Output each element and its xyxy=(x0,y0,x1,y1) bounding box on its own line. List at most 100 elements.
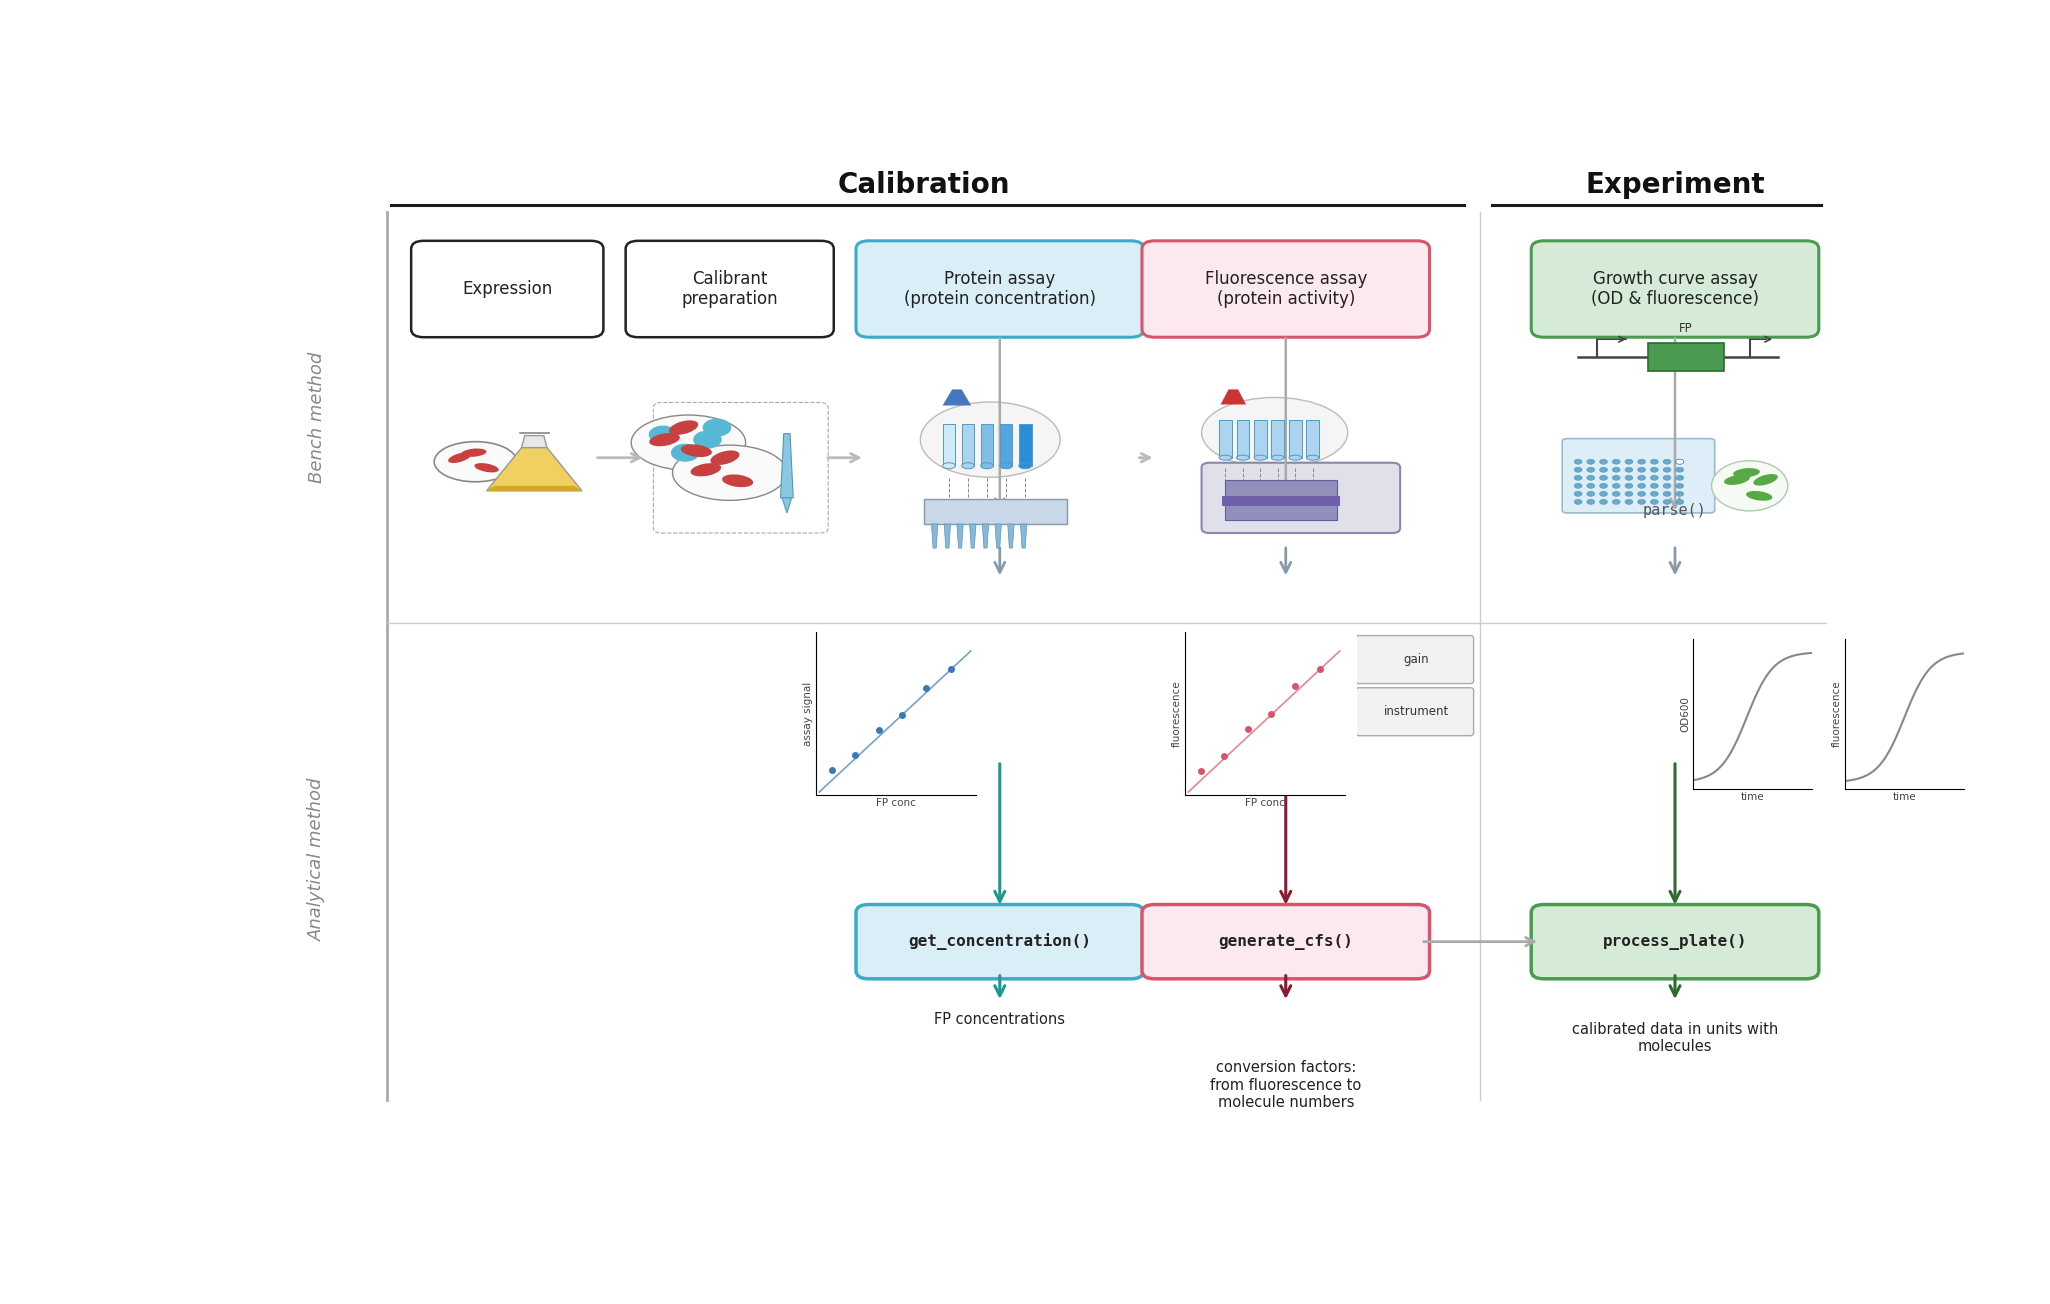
Bar xyxy=(922,499,1066,524)
Ellipse shape xyxy=(1712,460,1788,511)
Text: Calibrant
preparation: Calibrant preparation xyxy=(681,270,779,309)
Circle shape xyxy=(1574,499,1583,505)
Bar xyxy=(1255,420,1267,458)
Text: Expression: Expression xyxy=(461,280,551,299)
Circle shape xyxy=(1650,492,1658,497)
Circle shape xyxy=(1638,467,1646,472)
Point xyxy=(1304,659,1337,679)
Circle shape xyxy=(703,419,732,437)
Circle shape xyxy=(1587,467,1595,472)
Polygon shape xyxy=(486,447,582,490)
Point xyxy=(816,760,849,781)
Ellipse shape xyxy=(435,442,517,481)
Circle shape xyxy=(1626,499,1634,505)
Ellipse shape xyxy=(1220,455,1232,460)
Ellipse shape xyxy=(691,463,722,476)
Text: process_plate(): process_plate() xyxy=(1603,934,1747,949)
Text: Experiment: Experiment xyxy=(1585,171,1765,198)
Circle shape xyxy=(1587,459,1595,464)
Polygon shape xyxy=(1021,524,1027,548)
Circle shape xyxy=(1675,459,1683,464)
X-axis label: time: time xyxy=(1740,792,1765,802)
Circle shape xyxy=(1587,484,1595,488)
X-axis label: FP conc: FP conc xyxy=(1244,798,1285,808)
Ellipse shape xyxy=(1255,455,1267,460)
Ellipse shape xyxy=(474,463,498,472)
Circle shape xyxy=(1574,492,1583,497)
Polygon shape xyxy=(521,436,547,447)
FancyBboxPatch shape xyxy=(412,241,603,338)
Ellipse shape xyxy=(943,463,955,468)
FancyBboxPatch shape xyxy=(1531,905,1818,979)
Bar xyxy=(1648,343,1724,372)
Ellipse shape xyxy=(1753,473,1777,485)
Text: generate_cfs(): generate_cfs() xyxy=(1218,934,1353,949)
Ellipse shape xyxy=(668,420,699,434)
Circle shape xyxy=(1611,484,1620,488)
Circle shape xyxy=(1574,475,1583,480)
Circle shape xyxy=(1663,499,1671,505)
Text: Fluorescence assay
(protein activity): Fluorescence assay (protein activity) xyxy=(1205,270,1367,309)
Text: parse(): parse() xyxy=(968,503,1031,518)
Circle shape xyxy=(1611,492,1620,497)
Point xyxy=(935,659,968,679)
Circle shape xyxy=(1638,459,1646,464)
Circle shape xyxy=(1599,467,1607,472)
Ellipse shape xyxy=(920,402,1060,477)
Circle shape xyxy=(1638,499,1646,505)
Point xyxy=(1232,719,1265,739)
FancyBboxPatch shape xyxy=(1142,905,1429,979)
Ellipse shape xyxy=(461,449,486,456)
Circle shape xyxy=(1626,492,1634,497)
Circle shape xyxy=(1626,484,1634,488)
Circle shape xyxy=(1663,467,1671,472)
Circle shape xyxy=(648,425,676,443)
Point xyxy=(1185,760,1218,781)
Circle shape xyxy=(1599,484,1607,488)
Point xyxy=(863,720,896,741)
Ellipse shape xyxy=(1271,455,1283,460)
Y-axis label: assay signal: assay signal xyxy=(804,682,814,746)
Point xyxy=(1255,703,1287,724)
FancyBboxPatch shape xyxy=(857,905,1144,979)
Bar xyxy=(943,424,955,466)
Circle shape xyxy=(1626,467,1634,472)
Circle shape xyxy=(1675,467,1683,472)
Polygon shape xyxy=(957,524,963,548)
FancyBboxPatch shape xyxy=(625,241,834,338)
Point xyxy=(910,677,943,698)
Ellipse shape xyxy=(672,445,787,501)
Circle shape xyxy=(1638,475,1646,480)
Circle shape xyxy=(1663,492,1671,497)
Circle shape xyxy=(1574,484,1583,488)
Ellipse shape xyxy=(1201,398,1347,468)
Polygon shape xyxy=(945,524,951,548)
Circle shape xyxy=(1675,475,1683,480)
Y-axis label: fluorescence: fluorescence xyxy=(1173,681,1183,747)
Polygon shape xyxy=(486,486,582,490)
Point xyxy=(886,704,918,725)
Bar xyxy=(1000,424,1013,466)
Circle shape xyxy=(1650,475,1658,480)
Circle shape xyxy=(1675,492,1683,497)
Ellipse shape xyxy=(449,452,472,463)
Circle shape xyxy=(1650,459,1658,464)
Circle shape xyxy=(1663,475,1671,480)
Circle shape xyxy=(1587,492,1595,497)
Circle shape xyxy=(1650,467,1658,472)
Circle shape xyxy=(1611,459,1620,464)
Circle shape xyxy=(1587,499,1595,505)
Polygon shape xyxy=(982,524,988,548)
Ellipse shape xyxy=(1000,463,1013,468)
Circle shape xyxy=(1638,492,1646,497)
Circle shape xyxy=(693,430,722,449)
Point xyxy=(1207,746,1240,767)
FancyBboxPatch shape xyxy=(1562,438,1714,512)
Polygon shape xyxy=(970,524,976,548)
FancyBboxPatch shape xyxy=(1531,241,1818,338)
Ellipse shape xyxy=(1747,492,1773,501)
Text: FP concentrations: FP concentrations xyxy=(935,1012,1066,1028)
Ellipse shape xyxy=(681,445,711,456)
Circle shape xyxy=(1675,459,1683,464)
X-axis label: time: time xyxy=(1892,792,1917,802)
